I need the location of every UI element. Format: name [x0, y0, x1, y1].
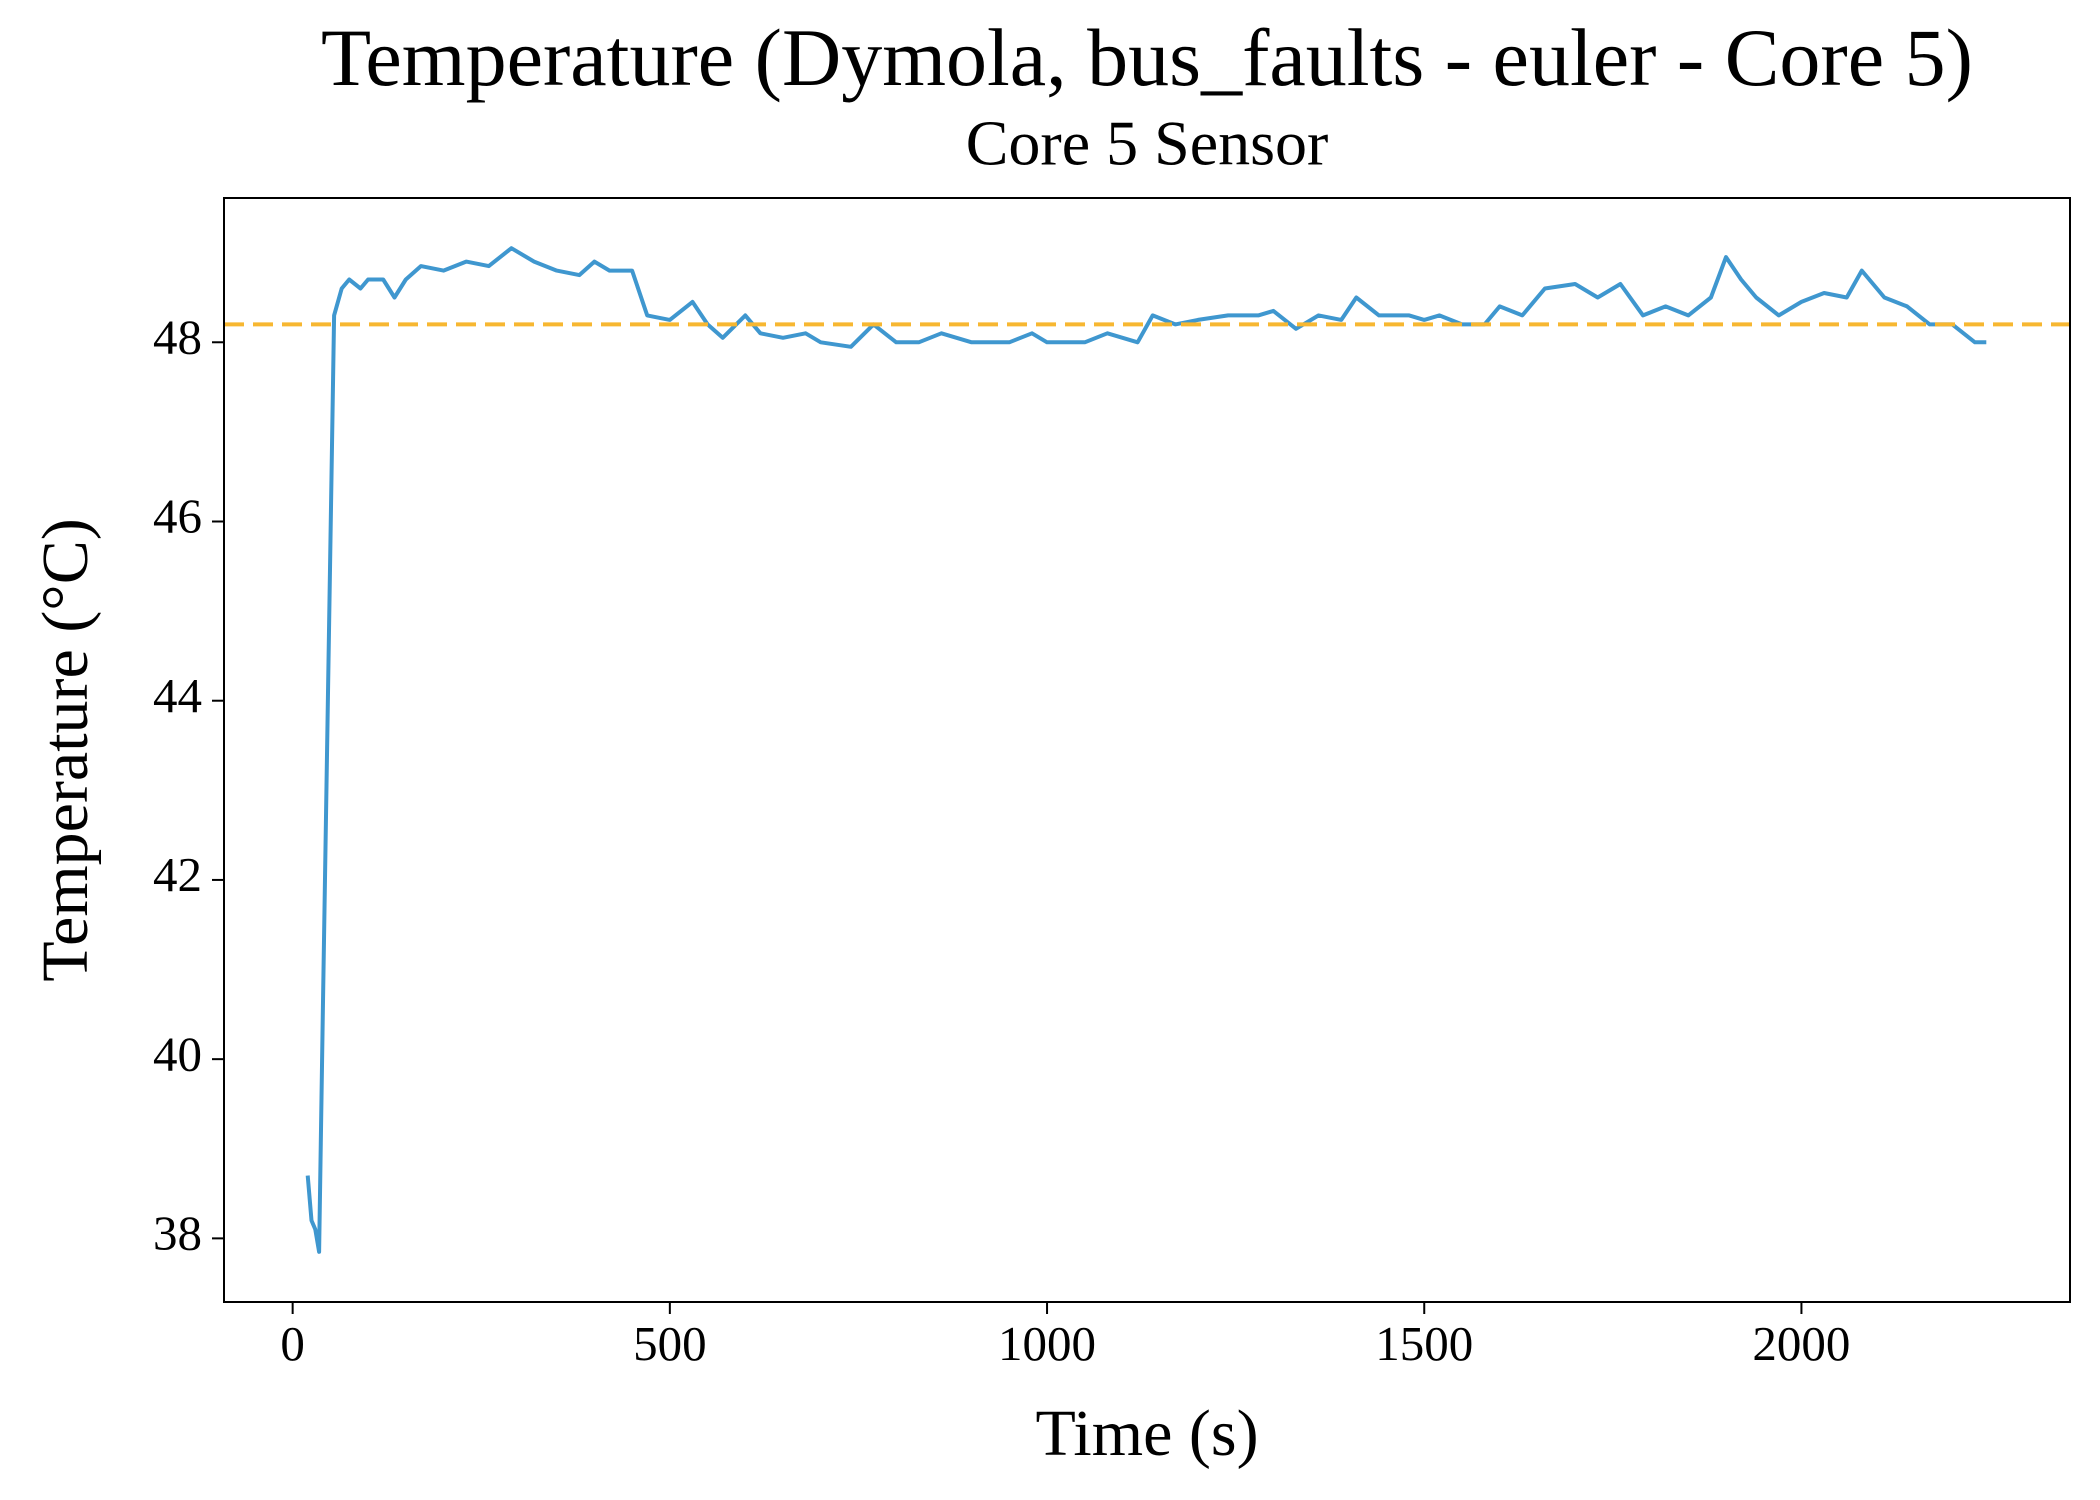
y-tick-label: 48 [153, 310, 202, 365]
x-tick-label: 1500 [1375, 1316, 1473, 1371]
y-axis-label: Temperature (°C) [29, 518, 102, 981]
y-tick-label: 40 [153, 1026, 202, 1081]
y-tick-label: 46 [153, 489, 202, 544]
x-tick-label: 2000 [1752, 1316, 1850, 1371]
plot-frame [223, 197, 2071, 1303]
chart-subtitle: Core 5 Sensor [966, 108, 1329, 179]
chart-title: Temperature (Dymola, bus_faults - euler … [321, 12, 1973, 103]
y-tick-label: 42 [153, 847, 202, 902]
data-line [305, 246, 1987, 1254]
x-tick-label: 0 [280, 1316, 305, 1371]
x-tick-label: 500 [633, 1316, 707, 1371]
y-tick-label: 44 [153, 668, 202, 723]
x-axis-label: Time (s) [1035, 1397, 1258, 1470]
y-tick-label: 38 [153, 1206, 202, 1261]
x-tick-label: 1000 [998, 1316, 1096, 1371]
